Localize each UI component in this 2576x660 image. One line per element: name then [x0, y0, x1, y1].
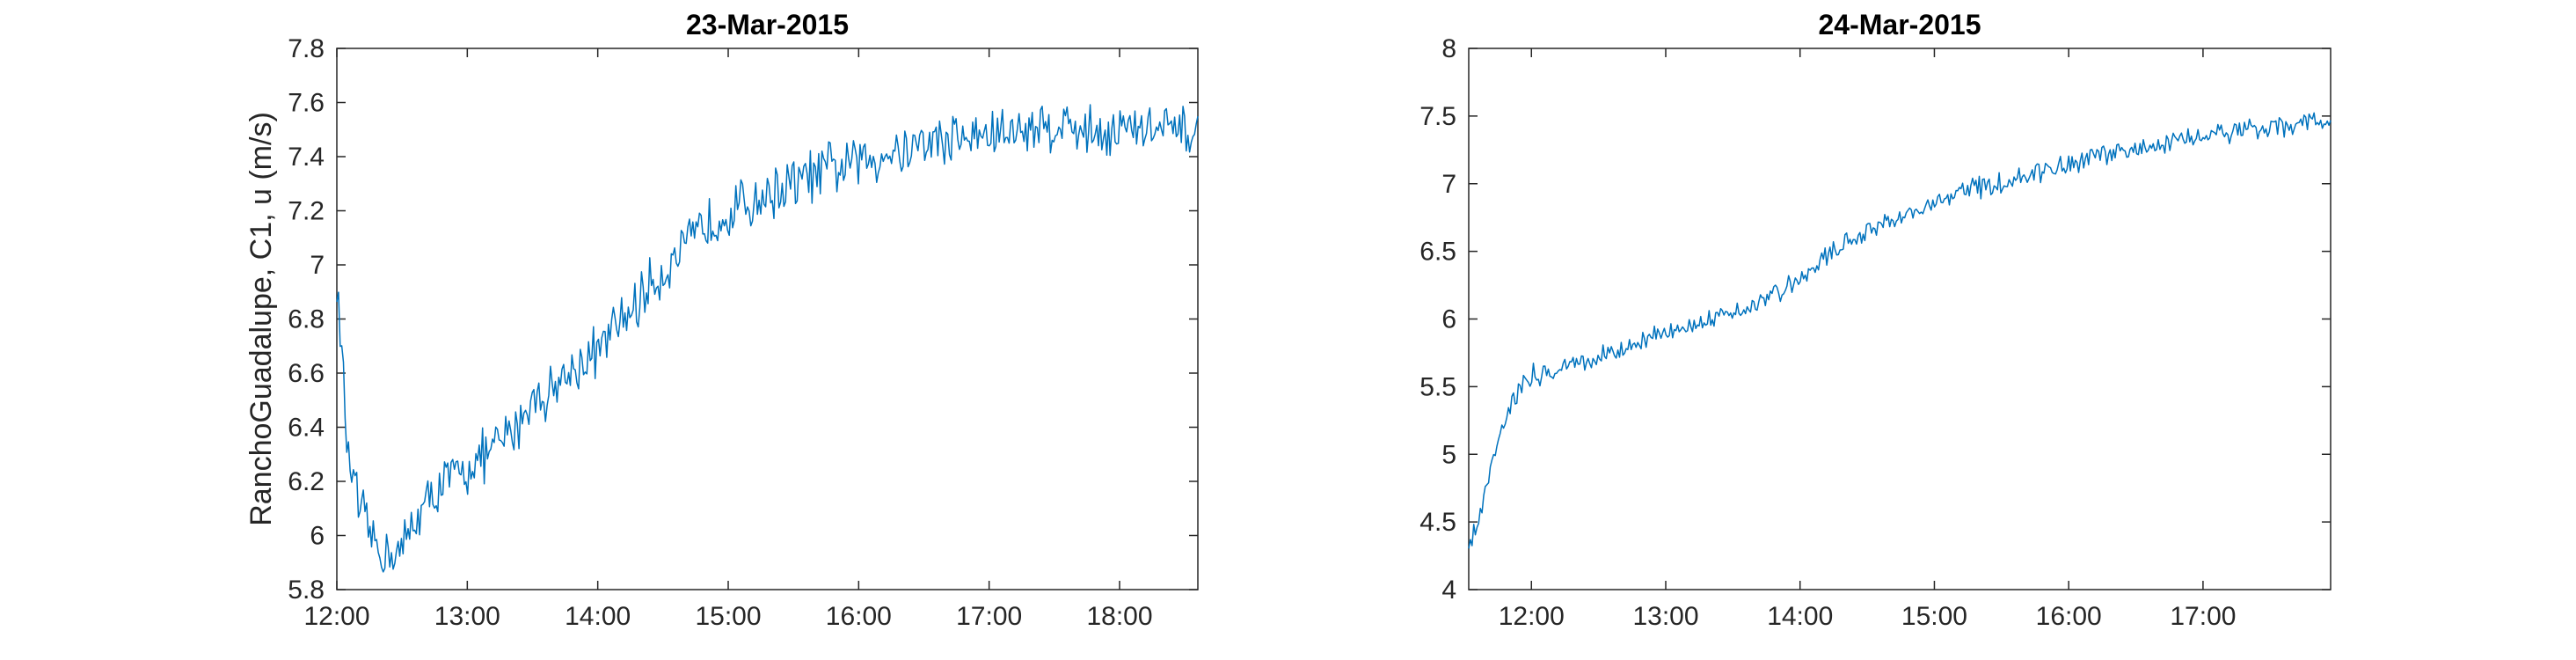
y-tick-label: 6.6	[288, 359, 325, 388]
y-tick-label: 8	[1441, 34, 1456, 63]
x-tick-label: 15:00	[1901, 602, 1967, 631]
y-tick-label: 5	[1441, 440, 1456, 469]
y-tick-label: 7.5	[1419, 102, 1456, 131]
x-tick-label: 13:00	[434, 602, 500, 631]
series-line	[336, 104, 1199, 573]
x-tick-label: 17:00	[956, 602, 1022, 631]
chart-24-mar: 4 4.5 5 5.5 6 6.5 7 7.5 8 12:00 13:00 14:00 15:00 16:…	[1419, 9, 2332, 631]
y-tick-label: 4	[1441, 576, 1456, 605]
y-tick-label: 7	[1441, 170, 1456, 199]
x-tick-label: 14:00	[565, 602, 631, 631]
x-tick-label: 12:00	[303, 602, 369, 631]
y-tick-label: 6.8	[288, 305, 325, 334]
y-tick-label: 6	[310, 522, 325, 551]
y-tick-label: 6	[1441, 305, 1456, 334]
y-tick-label: 7.2	[288, 197, 325, 226]
y-tick-label: 6.4	[288, 414, 325, 443]
y-tick-label: 4.5	[1419, 508, 1456, 537]
y-tick-label: 7.8	[288, 34, 325, 63]
x-tick-label: 15:00	[695, 602, 761, 631]
series-line	[1468, 112, 2332, 549]
y-tick-label: 6.5	[1419, 238, 1456, 267]
y-tick-label: 7.6	[288, 89, 325, 118]
x-tick-label: 16:00	[2036, 602, 2102, 631]
chart-title: 24-Mar-2015	[1819, 9, 1981, 40]
y-tick-label: 7	[310, 251, 325, 280]
x-tick-label: 17:00	[2170, 602, 2236, 631]
y-tick-label: 5.5	[1419, 372, 1456, 401]
x-tick-label: 18:00	[1086, 602, 1152, 631]
x-tick-label: 12:00	[1499, 602, 1565, 631]
x-tick-label: 16:00	[826, 602, 892, 631]
y-axis-label: RanchoGuadalupe, C1, u (m/s)	[244, 112, 278, 526]
x-tick-label: 13:00	[1632, 602, 1698, 631]
chart-23-mar: 5.8 6 6.2 6.4 6.6 6.8 7 7.2 7.4 7.6 7.8 12:00 13:00 1…	[244, 9, 1199, 631]
y-tick-label: 6.2	[288, 467, 325, 496]
y-tick-label: 5.8	[288, 576, 325, 605]
y-tick-label: 7.4	[288, 143, 325, 172]
chart-title: 23-Mar-2015	[686, 9, 849, 40]
x-tick-label: 14:00	[1767, 602, 1833, 631]
